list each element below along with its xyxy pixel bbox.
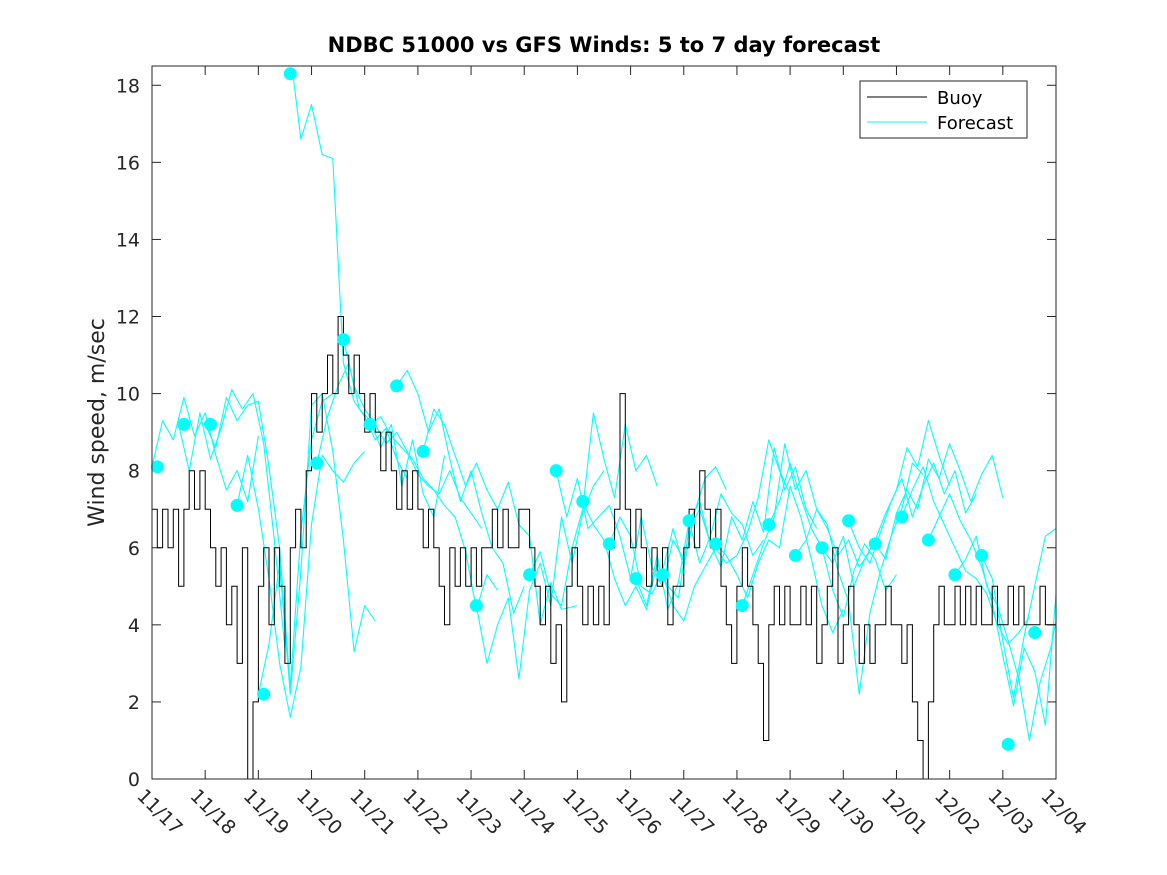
y-tick-label: 14 <box>116 229 140 251</box>
forecast-point <box>868 537 882 551</box>
forecast-line <box>901 466 1030 645</box>
y-tick-label: 10 <box>116 384 140 406</box>
forecast-line <box>475 470 605 680</box>
y-tick-label: 12 <box>116 307 140 329</box>
plot-frame <box>151 65 1057 780</box>
forecast-point <box>390 379 404 393</box>
y-tick-label: 16 <box>116 152 140 174</box>
forecast-point <box>469 599 483 613</box>
forecast-start-points <box>150 67 1042 751</box>
y-tick-label: 0 <box>128 769 140 791</box>
forecast-line <box>874 443 1004 560</box>
forecast-point <box>576 495 590 509</box>
forecast-point <box>310 456 324 470</box>
forecast-point <box>895 510 909 524</box>
forecast-point <box>283 67 297 81</box>
forecast-point <box>655 568 669 582</box>
forecast-point <box>602 537 616 551</box>
buoy-series <box>152 316 1057 780</box>
forecast-point <box>815 541 829 555</box>
forecast-point <box>203 417 217 431</box>
y-tick-label: 6 <box>128 538 140 560</box>
forecast-point <box>842 514 856 528</box>
forecast-point <box>682 514 696 528</box>
forecast-line <box>178 389 286 649</box>
plot-area <box>152 66 1056 779</box>
forecast-line <box>794 462 924 695</box>
legend-forecast-label: Forecast <box>937 113 1013 134</box>
forecast-point <box>150 460 164 474</box>
forecast-point <box>549 464 563 478</box>
forecast-line <box>768 462 897 618</box>
forecast-point <box>363 417 377 431</box>
forecast-line <box>848 462 977 564</box>
forecast-line <box>954 535 1057 742</box>
forecast-point <box>177 417 191 431</box>
forecast-point <box>416 444 430 458</box>
legend-buoy-label: Buoy <box>937 88 983 109</box>
y-tick-labels: 0 2 4 6 8 10 12 14 16 18 <box>116 75 140 791</box>
buoy-line <box>152 316 1057 780</box>
forecast-point <box>629 572 643 586</box>
y-tick-label: 2 <box>128 692 140 714</box>
forecast-point <box>336 333 350 347</box>
forecast-point <box>788 548 802 562</box>
forecast-line <box>981 528 1057 699</box>
forecast-line <box>715 485 844 634</box>
forecast-line <box>661 439 791 622</box>
forecast-line <box>821 420 951 587</box>
forecast-line <box>741 443 871 606</box>
legend: Buoy Forecast <box>859 80 1028 139</box>
y-tick-label: 18 <box>116 75 140 97</box>
forecast-line <box>236 451 366 718</box>
forecast-point <box>1001 737 1015 751</box>
forecast-point <box>257 687 271 701</box>
forecast-point <box>735 599 749 613</box>
forecast-point <box>948 568 962 582</box>
chart-title: NDBC 51000 vs GFS Winds: 5 to 7 day fore… <box>328 33 881 57</box>
forecast-point <box>975 548 989 562</box>
forecast-line <box>396 369 525 614</box>
y-tick-label: 8 <box>128 461 140 483</box>
y-axis-label: Wind speed, m/sec <box>85 318 110 527</box>
legend-box <box>859 80 1028 139</box>
forecast-point <box>1028 626 1042 640</box>
y-tick-label: 4 <box>128 615 140 637</box>
forecast-point <box>230 498 244 512</box>
forecast-point <box>523 568 537 582</box>
forecast-line <box>151 396 259 503</box>
forecast-point <box>709 537 723 551</box>
forecast-point <box>921 533 935 547</box>
forecast-point <box>762 518 776 532</box>
